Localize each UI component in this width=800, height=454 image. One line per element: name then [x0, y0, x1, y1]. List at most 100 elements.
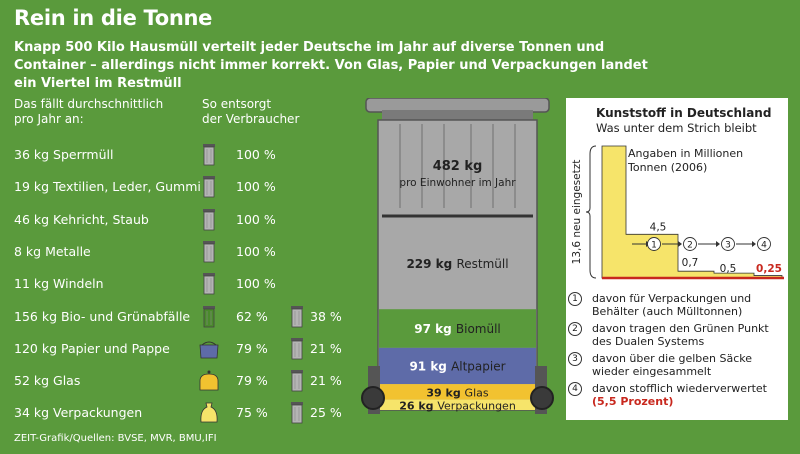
waste-row-share-restmuell: 21 % — [310, 373, 342, 389]
grey-bin-icon — [290, 337, 304, 360]
waste-row: 46 kg Kehricht, Staub 100 % — [14, 208, 354, 232]
waste-row-share-restmuell: 38 % — [310, 308, 342, 324]
panel-subtitle: Was unter dem Strich bleibt — [596, 121, 757, 135]
waste-row-share-primary: 79 % — [236, 373, 268, 389]
source-footer: ZEIT-Grafik/Quellen: BVSE, MVR, BMU,IFI — [14, 433, 217, 444]
step-circle — [647, 237, 661, 251]
waste-row-label: 46 kg Kehricht, Staub — [14, 211, 149, 227]
waste-row-share-primary: 100 % — [236, 276, 276, 292]
panel-title: Kunststoff in Deutschland — [596, 106, 772, 120]
plastic-arrowhead — [752, 241, 756, 247]
waste-row-share-primary: 75 % — [236, 405, 268, 421]
legend-text: davon stofflich wiederverwertet (5,5 Proz… — [592, 382, 767, 408]
bin-total-label: pro Einwohner im Jahr — [399, 177, 516, 189]
waste-row-share-primary: 100 % — [236, 179, 276, 195]
column-header-right-line1: So entsorgt — [202, 97, 272, 111]
waste-row-share-restmuell: 25 % — [310, 405, 342, 421]
bin-segment-label: 229 kg Restmüll — [406, 257, 508, 271]
plastic-brace — [585, 145, 597, 279]
waste-row: 11 kg Windeln 100 % — [14, 272, 354, 296]
waste-row-share-restmuell: 21 % — [310, 340, 342, 356]
plastic-arrowhead — [716, 241, 720, 247]
column-header-right: So entsorgt der Verbraucher — [202, 97, 299, 127]
legend-number: 2 — [568, 322, 582, 336]
waste-row-label: 34 kg Verpackungen — [14, 405, 143, 421]
step-value: 0,25 — [756, 263, 782, 275]
waste-row: 156 kg Bio- und Grünabfälle 62 % 38 % — [14, 305, 354, 329]
green-bin-icon — [202, 305, 216, 328]
grey-bin-icon — [290, 401, 304, 424]
waste-bin-chart: 482 kg pro Einwohner im Jahr 229 kg Restmü… — [361, 98, 554, 414]
waste-row-label: 19 kg Textilien, Leder, Gummi — [14, 179, 201, 195]
bin-segment — [379, 309, 536, 348]
bin-segment — [379, 399, 536, 410]
legend-number: 4 — [568, 382, 582, 396]
waste-row-label: 11 kg Windeln — [14, 276, 104, 292]
step-number: 3 — [725, 241, 731, 251]
plastic-panel: Kunststoff in Deutschland Was unter dem … — [566, 98, 788, 420]
waste-row: 34 kg Verpackungen 75 % 25 % — [14, 401, 354, 425]
waste-row-label: 156 kg Bio- und Grünabfälle — [14, 308, 191, 324]
bin-segment — [379, 218, 536, 310]
yellow-sack-bin-icon — [198, 401, 220, 424]
step-value: 4,5 — [650, 221, 667, 233]
waste-row-label: 52 kg Glas — [14, 373, 81, 389]
bin-wheel-right — [530, 386, 554, 410]
grey-bin-icon — [290, 305, 304, 328]
step-value: 0,5 — [720, 263, 737, 275]
panel-note: Angaben in Millionen Tonnen (2006) — [628, 147, 744, 174]
grey-bin-icon — [202, 143, 216, 166]
column-header-right-line2: der Verbraucher — [202, 112, 300, 126]
column-header-left-line1: Das fällt durchschnittlich — [14, 97, 164, 111]
waste-row-label: 120 kg Papier und Pappe — [14, 340, 170, 356]
plastic-axis-label: 13,6 neu eingesetzt — [571, 160, 583, 265]
legend-text: davon für Verpackungen und Behälter (auc… — [592, 292, 752, 318]
waste-row-share-primary: 100 % — [236, 211, 276, 227]
step-number: 1 — [651, 241, 657, 251]
bin-segment — [379, 347, 536, 385]
bin-segment-label: 39 kg Glas — [426, 386, 488, 399]
grey-bin-icon — [202, 272, 216, 295]
legend-text: davon über die gelben Säcke wieder einge… — [592, 352, 753, 378]
legend-highlight: (5,5 Prozent) — [592, 395, 674, 408]
waste-row: 120 kg Papier und Pappe 79 % 21 % — [14, 337, 354, 361]
step-value: 0,7 — [682, 257, 699, 269]
waste-row-share-primary: 79 % — [236, 340, 268, 356]
bin-lid — [365, 98, 550, 113]
bin-segment — [379, 384, 536, 400]
legend-number: 3 — [568, 352, 582, 366]
waste-row: 19 kg Textilien, Leder, Gummi 100 % — [14, 175, 354, 199]
bin-wheel-left — [361, 386, 385, 410]
step-number: 2 — [687, 241, 693, 251]
waste-row-label: 36 kg Sperrmüll — [14, 147, 114, 162]
blue-bin-icon — [198, 337, 220, 360]
bin-segment-label: 26 kg Verpackungen — [399, 399, 516, 412]
waste-row-share-primary: 100 % — [236, 147, 276, 162]
step-circle — [757, 237, 771, 251]
waste-row: 36 kg Sperrmüll 100 % — [14, 143, 354, 167]
column-header-left-line2: pro Jahr an: — [14, 112, 84, 126]
grey-bin-icon — [290, 369, 304, 392]
waste-row: 52 kg Glas 79 % 21 % — [14, 369, 354, 393]
column-header-left: Das fällt durchschnittlich pro Jahr an: — [14, 97, 163, 127]
waste-row: 8 kg Metalle 100 % — [14, 240, 354, 264]
bin-segment-label: 91 kg Altpapier — [409, 359, 505, 373]
step-circle — [683, 237, 697, 251]
grey-bin-icon — [202, 208, 216, 231]
bin-segment-label: 97 kg Biomüll — [414, 322, 501, 336]
waste-row-share-primary: 62 % — [236, 308, 268, 324]
grey-bin-icon — [202, 175, 216, 198]
legend-number: 1 — [568, 292, 582, 306]
grey-bin-icon — [202, 240, 216, 263]
bin-total-value: 482 kg — [433, 159, 483, 174]
legend-text: davon tragen den Grünen Punkt des Dualen… — [592, 322, 769, 348]
plastic-arrowhead — [678, 241, 682, 247]
bin-lid-rim — [382, 110, 533, 120]
page-title: Rein in die Tonne — [14, 6, 213, 30]
waste-row-label: 8 kg Metalle — [14, 243, 91, 259]
step-circle — [721, 237, 735, 251]
waste-row-share-primary: 100 % — [236, 243, 276, 259]
plastic-step-chart: 13,6 neu eingesetzt 1 2 3 4 4,5 0,7 0,5 0,25 — [571, 145, 784, 280]
yellow-container-bin-icon — [198, 369, 220, 392]
page-subtitle: Knapp 500 Kilo Hausmüll verteilt jeder D… — [14, 40, 648, 91]
